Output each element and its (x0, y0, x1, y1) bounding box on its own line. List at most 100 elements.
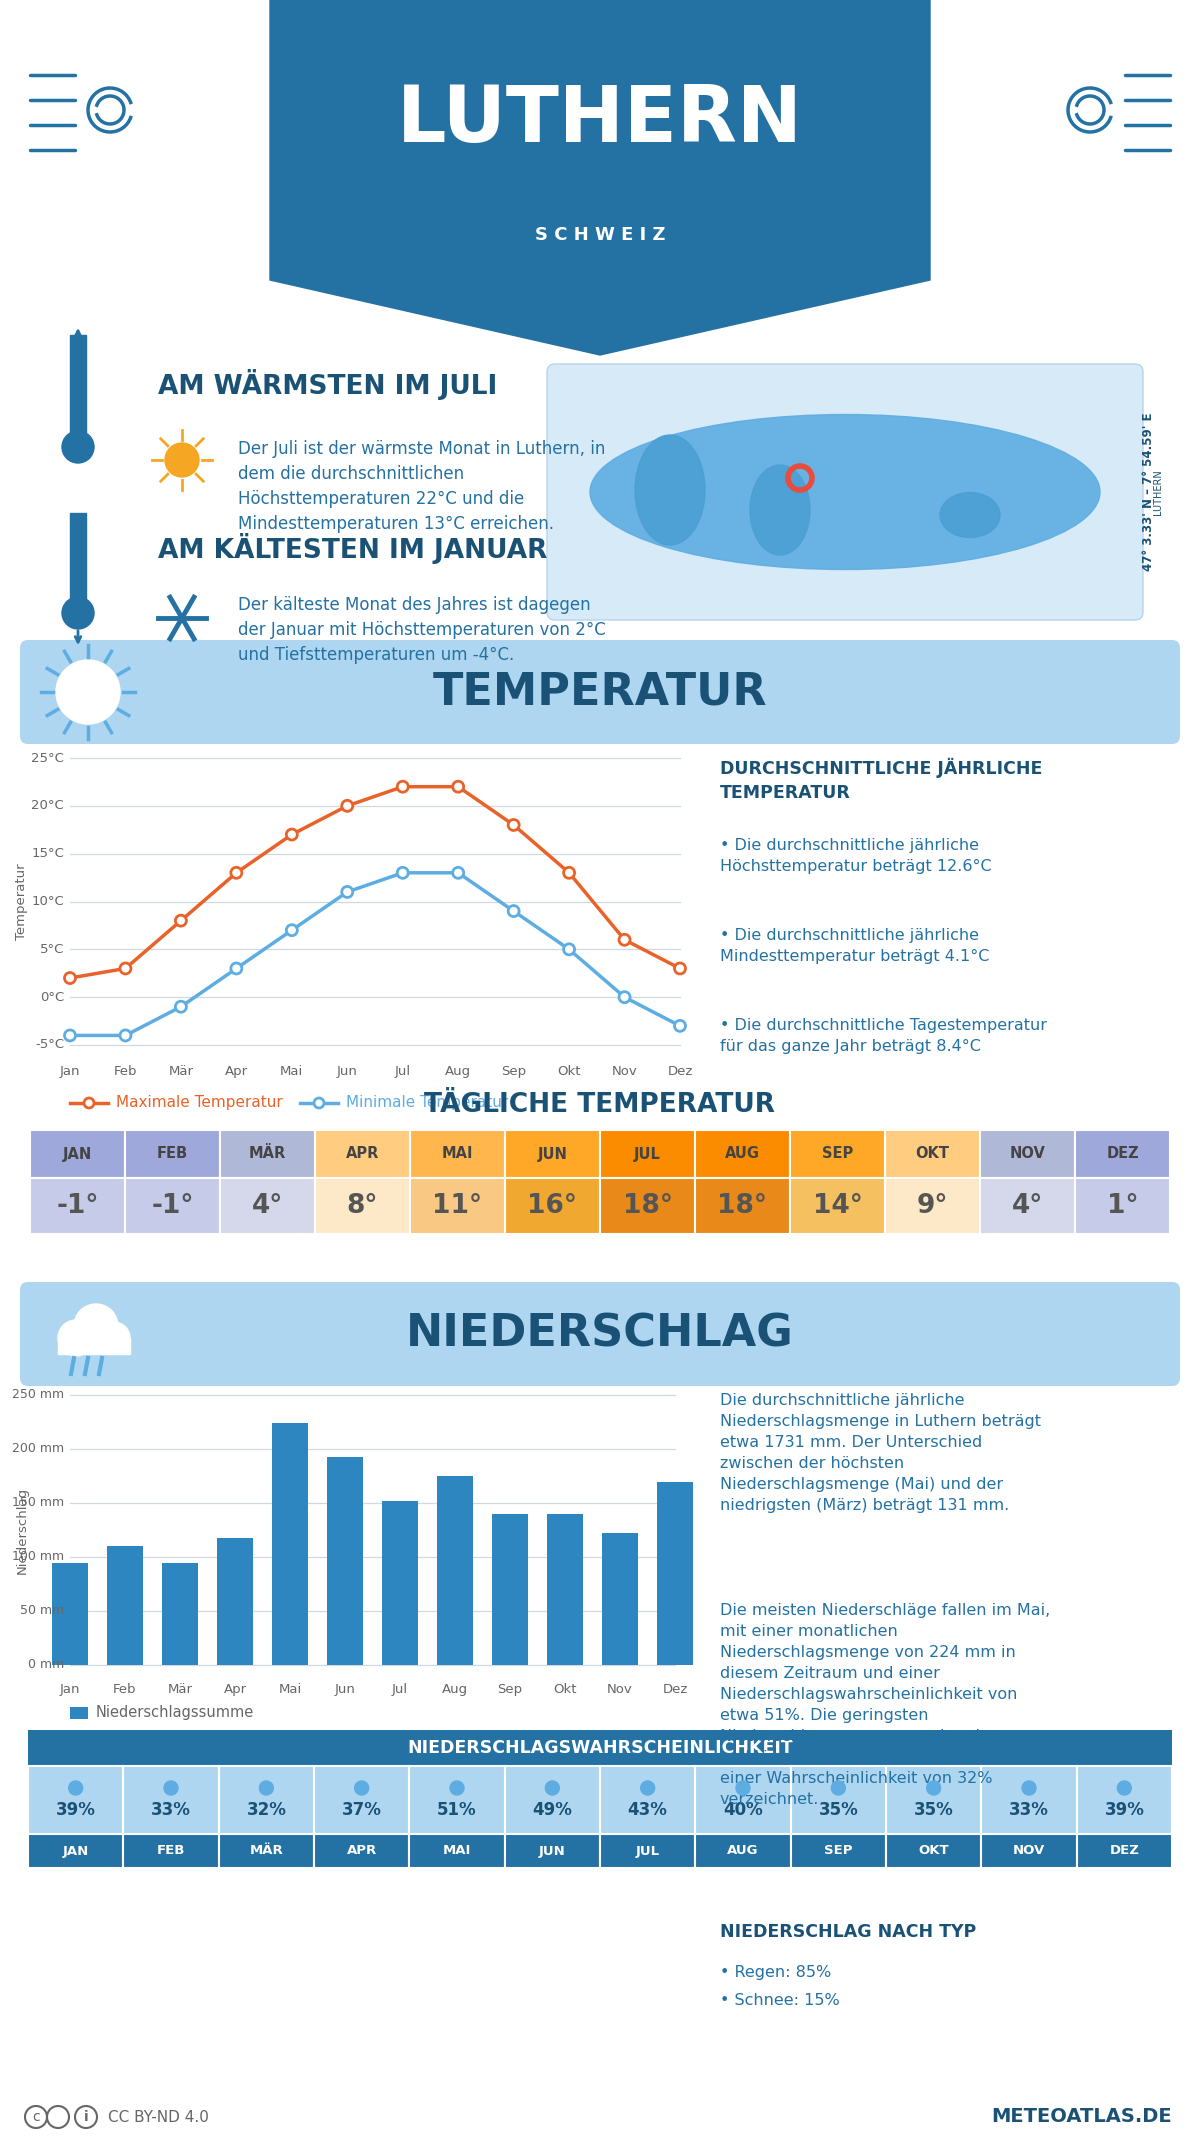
Circle shape (65, 1029, 76, 1040)
Text: MAI: MAI (442, 1147, 473, 1162)
Circle shape (1117, 1780, 1132, 1795)
Text: Mär: Mär (168, 1066, 193, 1079)
Bar (1076, 1766, 1172, 1834)
Bar (980, 1177, 1075, 1235)
Bar (505, 1834, 600, 1868)
Text: AM KÄLTESTEN IM JANUAR: AM KÄLTESTEN IM JANUAR (158, 533, 547, 563)
Bar (28, 1834, 124, 1868)
Text: 250 mm: 250 mm (12, 1389, 64, 1402)
Text: 16°: 16° (528, 1192, 577, 1220)
Bar (125, 1130, 220, 1177)
Circle shape (355, 1780, 368, 1795)
Text: 4°: 4° (1012, 1192, 1043, 1220)
Bar (600, 1177, 695, 1235)
Text: 47° 3.33' N – 7° 54.59' E: 47° 3.33' N – 7° 54.59' E (1141, 413, 1154, 571)
Circle shape (545, 1780, 559, 1795)
Text: Minimale Temperatur: Minimale Temperatur (346, 1096, 509, 1111)
Bar (314, 1130, 410, 1177)
FancyBboxPatch shape (20, 1282, 1180, 1387)
Bar (1075, 1177, 1170, 1235)
Text: -1°: -1° (151, 1192, 193, 1220)
Text: 20°C: 20°C (31, 800, 64, 813)
Text: 49%: 49% (533, 1802, 572, 1819)
Circle shape (314, 1098, 324, 1109)
Bar (314, 1766, 409, 1834)
Text: 150 mm: 150 mm (12, 1496, 64, 1509)
Circle shape (508, 905, 520, 916)
Text: JUN: JUN (539, 1845, 565, 1858)
Text: DEZ: DEZ (1106, 1147, 1139, 1162)
Text: 0°C: 0°C (40, 991, 64, 1004)
Text: Mär: Mär (168, 1682, 192, 1697)
Text: 1°: 1° (1106, 1192, 1139, 1220)
Circle shape (98, 1323, 130, 1355)
Text: 35%: 35% (913, 1802, 954, 1819)
Text: Jun: Jun (337, 1066, 358, 1079)
Bar (695, 1177, 790, 1235)
Text: Die durchschnittliche jährliche
Niederschlagsmenge in Luthern beträgt
etwa 1731 : Die durchschnittliche jährliche Niedersc… (720, 1393, 1042, 1513)
Circle shape (259, 1780, 274, 1795)
Text: 32%: 32% (246, 1802, 287, 1819)
Text: Jan: Jan (60, 1682, 80, 1697)
Bar (695, 1766, 791, 1834)
Circle shape (230, 963, 242, 974)
Text: METEOATLAS.DE: METEOATLAS.DE (991, 2108, 1172, 2127)
Bar (886, 1766, 982, 1834)
Bar (505, 1177, 600, 1235)
Text: AUG: AUG (725, 1147, 760, 1162)
Text: OKT: OKT (918, 1845, 949, 1858)
Bar (314, 1834, 409, 1868)
Text: 50 mm: 50 mm (19, 1605, 64, 1618)
Bar (70, 514, 86, 603)
Circle shape (641, 1780, 655, 1795)
Text: Niederschlag: Niederschlag (16, 1487, 29, 1573)
Text: CC BY-ND 4.0: CC BY-ND 4.0 (108, 2110, 209, 2125)
Text: 33%: 33% (151, 1802, 191, 1819)
Circle shape (120, 963, 131, 974)
Text: Apr: Apr (224, 1066, 248, 1079)
Text: • Schnee: 15%: • Schnee: 15% (720, 1992, 840, 2007)
Text: 18°: 18° (623, 1192, 672, 1220)
Text: AM WÄRMSTEN IM JULI: AM WÄRMSTEN IM JULI (158, 370, 497, 400)
Text: • Die durchschnittliche jährliche
Höchsttemperatur beträgt 12.6°C: • Die durchschnittliche jährliche Höchst… (720, 839, 991, 873)
Bar (28, 1729, 1172, 1766)
Text: NOV: NOV (1013, 1845, 1045, 1858)
Circle shape (175, 916, 186, 927)
Text: 43%: 43% (628, 1802, 667, 1819)
Bar (886, 1177, 980, 1235)
Bar (162, 1564, 198, 1665)
Circle shape (619, 991, 630, 1004)
Bar (409, 1834, 505, 1868)
Bar (220, 1130, 314, 1177)
Text: 100 mm: 100 mm (12, 1552, 64, 1564)
Bar (326, 1457, 364, 1665)
Bar (658, 1483, 694, 1665)
Text: 200 mm: 200 mm (12, 1442, 64, 1455)
Bar (791, 1834, 886, 1868)
Text: 8°: 8° (347, 1192, 378, 1220)
Text: Apr: Apr (223, 1682, 246, 1697)
Bar (600, 1766, 695, 1834)
Circle shape (230, 867, 242, 877)
Text: LUTHERN: LUTHERN (1153, 469, 1163, 516)
Text: NIEDERSCHLAGSWAHRSCHEINLICHKEIT: NIEDERSCHLAGSWAHRSCHEINLICHKEIT (407, 1740, 793, 1757)
Bar (505, 1766, 600, 1834)
Text: Mai: Mai (278, 1682, 301, 1697)
Text: SEP: SEP (824, 1845, 852, 1858)
Bar (30, 1130, 125, 1177)
Circle shape (832, 1780, 845, 1795)
Text: 39%: 39% (1104, 1802, 1145, 1819)
Circle shape (287, 924, 298, 935)
Bar (58, 1338, 130, 1355)
Text: 35%: 35% (818, 1802, 858, 1819)
Circle shape (68, 1780, 83, 1795)
Text: APR: APR (346, 1147, 379, 1162)
Text: Der Juli ist der wärmste Monat in Luthern, in
dem die durchschnittlichen
Höchstt: Der Juli ist der wärmste Monat in Luther… (238, 441, 605, 533)
Text: Aug: Aug (445, 1066, 472, 1079)
Text: Okt: Okt (553, 1682, 577, 1697)
Text: Feb: Feb (113, 1682, 137, 1697)
Circle shape (56, 659, 120, 723)
Text: Sep: Sep (502, 1066, 526, 1079)
Bar (218, 1834, 314, 1868)
Text: Jul: Jul (392, 1682, 408, 1697)
